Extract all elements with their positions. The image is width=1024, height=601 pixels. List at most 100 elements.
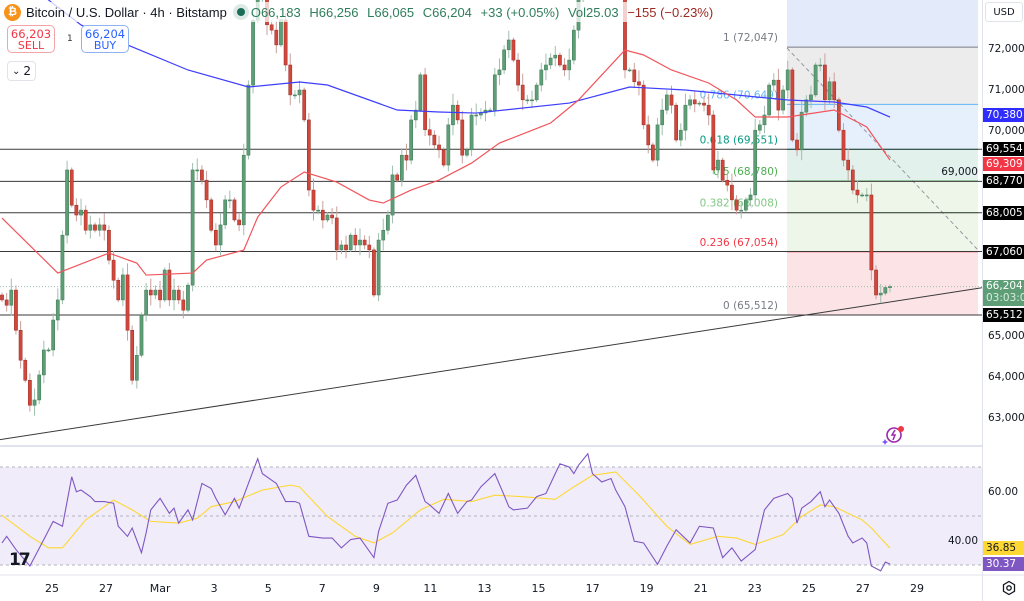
candle-down (850, 169, 855, 191)
candle-down (632, 69, 637, 83)
time-tick-label: 13 (477, 582, 492, 595)
price-badge: 68,005 (983, 205, 1024, 220)
candle-down (520, 84, 525, 101)
low-value: L66,065 (367, 4, 415, 20)
fib-level-label: 0.236 (67,054) (700, 237, 778, 249)
candle-down (855, 189, 860, 196)
last-price-value: 66,204 (986, 279, 1023, 292)
time-tick-label: Mar (149, 582, 171, 595)
candle-up (139, 314, 144, 356)
candle-down (423, 74, 427, 131)
candle-up (757, 124, 762, 131)
candle-up (279, 19, 283, 46)
candle-down (837, 99, 841, 131)
candle-down (74, 204, 79, 216)
candle-up (251, 20, 255, 86)
candle-down (148, 289, 153, 296)
buy-button[interactable]: 66,204 BUY (81, 25, 129, 53)
chevron-down-icon: ⌄ (11, 65, 21, 77)
candle-up (41, 349, 46, 376)
candle-down (330, 214, 334, 219)
time-tick-label: 17 (585, 582, 600, 595)
candle-down (69, 169, 74, 206)
candle-down (795, 139, 799, 151)
candle-down (269, 24, 274, 31)
rsi-badge: 36.85 (983, 541, 1024, 556)
ai-assistant-icon[interactable] (880, 423, 906, 445)
price-badge: 69,554 (983, 142, 1024, 157)
candle-up (37, 374, 42, 401)
candle-up (325, 214, 330, 221)
rsi-pane (0, 452, 982, 572)
candle-down (460, 119, 465, 156)
candle-up (883, 287, 888, 294)
candle-up (227, 199, 232, 202)
candle-down (776, 79, 781, 111)
indicators-toggle-button[interactable]: ⌄ 2 (7, 61, 36, 81)
candle-down (372, 249, 376, 296)
candle-down (558, 54, 562, 66)
candle-up (818, 64, 823, 67)
tradingview-logo[interactable]: 17 (9, 550, 31, 570)
candle-up (469, 114, 474, 151)
candle-down (841, 129, 846, 161)
candle-down (367, 244, 372, 251)
candle-up (678, 129, 683, 141)
candle-down (790, 69, 795, 141)
candle-up (376, 239, 381, 296)
candle-up (804, 99, 809, 113)
time-tick-label: 5 (264, 582, 272, 595)
indicator-count: 2 (23, 64, 32, 78)
time-tick-label: 15 (531, 582, 546, 595)
candle-up (748, 194, 753, 201)
price-tick-label: 64,000 (988, 371, 1024, 383)
time-tick-label: 25 (45, 582, 59, 595)
candle-down (437, 144, 441, 151)
fibonacci-retracement[interactable]: 1 (72,047)0.786 (70,649)0.618 (69,551)0.… (700, 0, 979, 316)
candle-up (827, 81, 832, 101)
candle-down (669, 94, 674, 106)
candle-up (474, 114, 479, 117)
price-badge: 69,309 (983, 157, 1024, 172)
candle-down (637, 81, 641, 86)
candle-up (660, 109, 665, 126)
sell-button[interactable]: 66,203 SELL (7, 25, 55, 53)
symbol-title[interactable]: Bitcoin / U.S. Dollar · 4h · Bitstamp (26, 4, 227, 20)
candle-up (506, 39, 511, 51)
candle-up (51, 319, 55, 351)
time-tick-label: 7 (318, 582, 326, 595)
candle-up (888, 286, 892, 288)
candle-down (0, 294, 4, 301)
candle-down (23, 359, 28, 381)
candle-down (562, 64, 567, 71)
time-tick-label: 29 (909, 582, 924, 595)
candle-up (567, 59, 572, 71)
settings-icon[interactable] (1001, 580, 1017, 596)
fib-band-0.5 (787, 181, 978, 213)
candle-up (683, 104, 688, 131)
price-badge: 67,060 (983, 244, 1024, 259)
currency-button[interactable]: USD (985, 2, 1023, 22)
candle-down (214, 229, 218, 246)
candle-down (334, 217, 339, 251)
time-tick-label: 3 (210, 582, 218, 595)
candle-up (381, 229, 386, 241)
candle-down (288, 64, 293, 96)
candle-down (651, 144, 655, 161)
candle-down (14, 289, 18, 331)
candle-down (674, 104, 678, 141)
candle-up (492, 74, 497, 111)
horizontal-levels (0, 148, 982, 441)
volume-label: Vol (567, 4, 587, 20)
fib-trend-line (786, 47, 979, 251)
rsi-tick-label: 40.00 (947, 534, 978, 547)
price-tick-label: 72,000 (988, 43, 1024, 55)
candle-down (441, 149, 446, 166)
candle-down (28, 380, 32, 406)
time-tick-label: 11 (423, 582, 438, 595)
candle-up (553, 54, 558, 59)
market-status-icon[interactable] (236, 8, 245, 16)
candle-up (860, 194, 864, 197)
candle-up (664, 94, 669, 111)
